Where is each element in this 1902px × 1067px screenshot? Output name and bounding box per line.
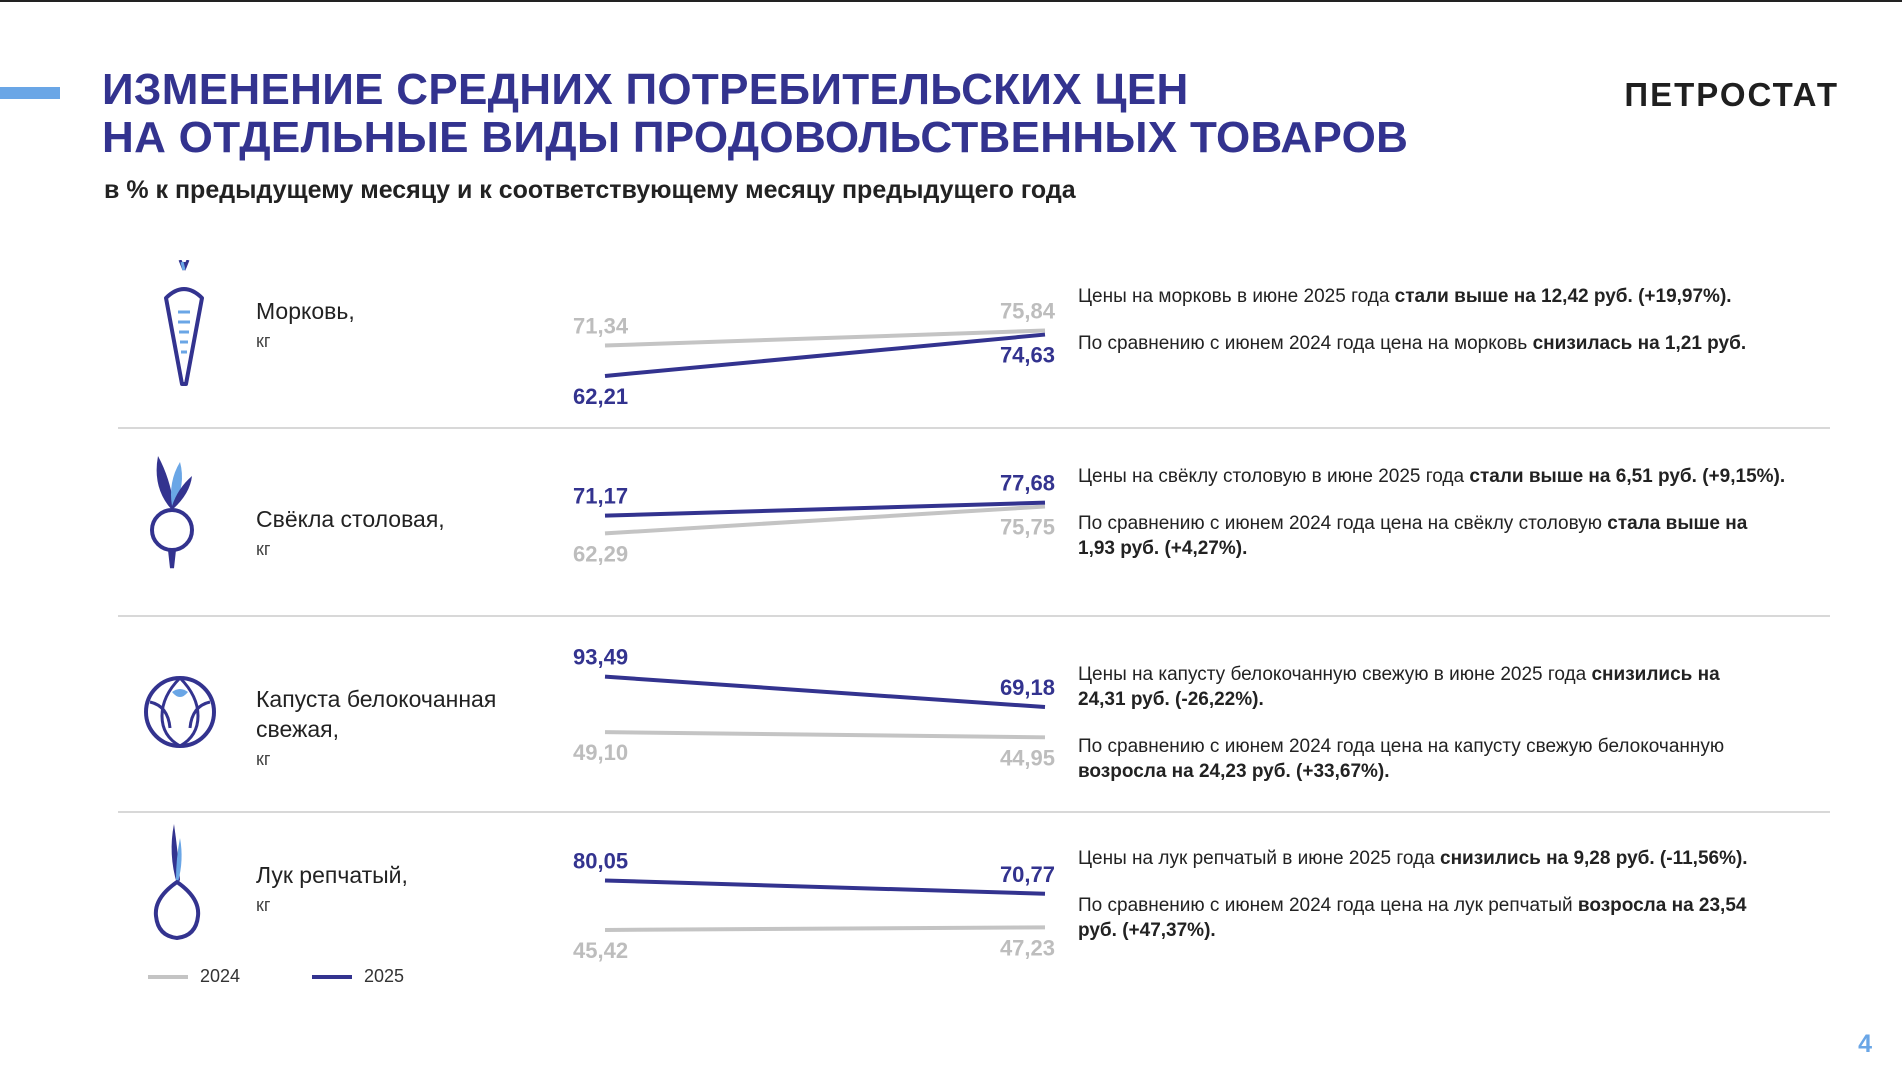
chart-cabbage: 49,10 44,95 93,49 69,18 xyxy=(573,645,1055,771)
row-divider xyxy=(118,615,1830,617)
page-number: 4 xyxy=(1858,1030,1872,1058)
product-name: Морковь, кг xyxy=(256,296,355,356)
description-line-2: По сравнению с июнем 2024 года цена на с… xyxy=(1078,513,1748,559)
description-line-1: Цены на свёклу столовую в июне 2025 года… xyxy=(1078,466,1786,487)
data-label-2024-start: 45,42 xyxy=(573,938,628,963)
data-label-2025-start: 93,49 xyxy=(573,645,628,670)
page-subtitle: в % к предыдущему месяцу и к соответству… xyxy=(104,176,1076,204)
description-line-1: Цены на морковь в июне 2025 года стали в… xyxy=(1078,286,1732,307)
data-label-2025-end: 77,68 xyxy=(1000,471,1055,496)
carrot-icon xyxy=(164,260,204,386)
chart-carrot: 71,34 75,84 62,21 74,63 xyxy=(573,299,1056,409)
row-divider xyxy=(118,811,1830,813)
description-line-1: Цены на лук репчатый в июне 2025 года сн… xyxy=(1078,848,1748,869)
title-line-1: ИЗМЕНЕНИЕ СРЕДНИХ ПОТРЕБИТЕЛЬСКИХ ЦЕН xyxy=(102,65,1189,114)
data-label-2024-end: 75,84 xyxy=(1000,299,1056,324)
product-name: Лук репчатый, кг xyxy=(256,860,408,920)
series-line-2025 xyxy=(604,674,1046,710)
data-label-2024-start: 49,10 xyxy=(573,740,628,765)
chart-beet: 62,29 75,75 71,17 77,68 xyxy=(573,471,1055,567)
data-label-2025-start: 80,05 xyxy=(573,849,628,874)
series-line-2024 xyxy=(604,504,1046,536)
data-label-2024-end: 47,23 xyxy=(1000,935,1055,960)
description-line-2: По сравнению с июнем 2024 года цена на м… xyxy=(1078,333,1747,354)
data-label-2025-start: 62,21 xyxy=(573,384,628,409)
product-name: Свёкла столовая, кг xyxy=(256,504,445,564)
data-label-2025-end: 70,77 xyxy=(1000,862,1055,887)
series-line-2025 xyxy=(604,500,1046,518)
data-label-2025-end: 69,18 xyxy=(1000,675,1055,700)
series-line-2024 xyxy=(604,328,1046,348)
description-line-2: По сравнению с июнем 2024 года цена на к… xyxy=(1078,736,1725,782)
product-unit: кг xyxy=(256,749,271,769)
brand-logo: ПЕТРОСТАТ xyxy=(1624,76,1839,113)
product-name: Капуста белокочанная свежая, кг xyxy=(256,684,536,774)
data-label-2024-start: 62,29 xyxy=(573,541,628,566)
description-beet: Цены на свёклу столовую в июне 2025 года… xyxy=(1078,464,1785,583)
legend-item-2025: 2025 xyxy=(312,966,404,987)
product-unit: кг xyxy=(256,895,271,915)
description-line-1: Цены на капусту белокочанную свежую в ию… xyxy=(1078,664,1720,710)
product-unit: кг xyxy=(256,331,271,351)
description-onion: Цены на лук репчатый в июне 2025 года сн… xyxy=(1078,846,1768,965)
row-divider xyxy=(118,427,1830,429)
legend-swatch-2024 xyxy=(148,975,188,980)
series-line-2024 xyxy=(604,925,1046,932)
legend-item-2024: 2024 xyxy=(148,966,240,987)
series-line-2024 xyxy=(604,730,1046,740)
page-title: ИЗМЕНЕНИЕ СРЕДНИХ ПОТРЕБИТЕЛЬСКИХ ЦЕН НА… xyxy=(102,66,1408,162)
description-cabbage: Цены на капусту белокочанную свежую в ию… xyxy=(1078,662,1768,806)
beet-icon xyxy=(150,456,194,569)
product-unit: кг xyxy=(256,539,271,559)
description-line-2: По сравнению с июнем 2024 года цена на л… xyxy=(1078,895,1747,941)
data-label-2024-end: 44,95 xyxy=(1000,745,1055,770)
description-carrot: Цены на морковь в июне 2025 года стали в… xyxy=(1078,284,1746,378)
legend-swatch-2025 xyxy=(312,975,352,980)
accent-bar xyxy=(0,87,60,99)
data-label-2025-end: 74,63 xyxy=(1000,343,1055,368)
data-label-2025-start: 71,17 xyxy=(573,484,628,509)
chart-onion: 45,42 47,23 80,05 70,77 xyxy=(573,849,1055,963)
series-line-2025 xyxy=(604,332,1046,378)
onion-icon xyxy=(153,824,201,940)
top-border xyxy=(0,0,1902,2)
title-line-2: НА ОТДЕЛЬНЫЕ ВИДЫ ПРОДОВОЛЬСТВЕННЫХ ТОВА… xyxy=(102,113,1409,162)
series-line-2025 xyxy=(604,878,1046,896)
data-label-2024-end: 75,75 xyxy=(1000,515,1055,540)
cabbage-icon xyxy=(144,676,216,748)
data-label-2024-start: 71,34 xyxy=(573,314,629,339)
